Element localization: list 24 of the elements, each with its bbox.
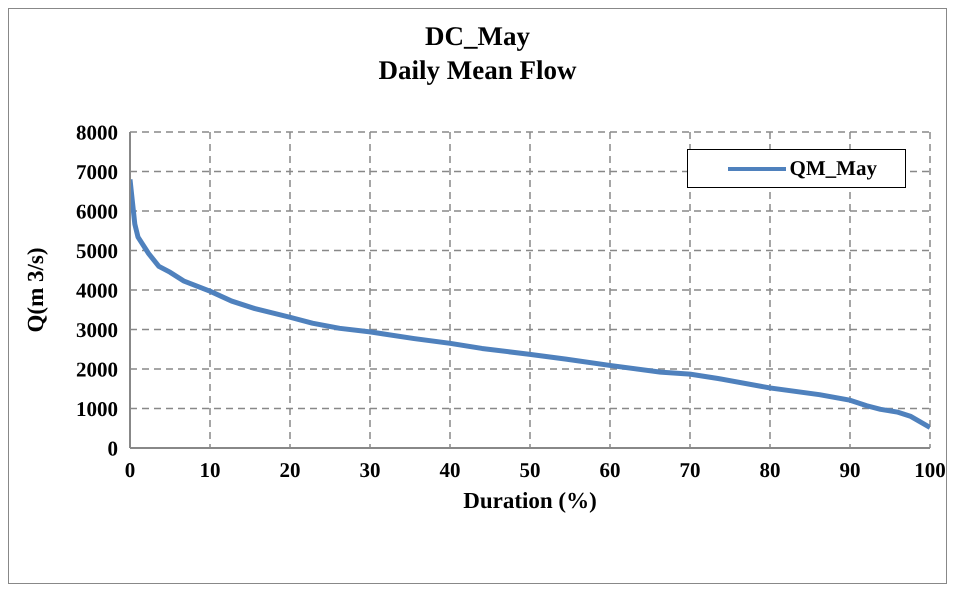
y-axis-title: Q(m 3/s) xyxy=(23,248,48,332)
x-tick-label: 100 xyxy=(914,458,946,482)
y-tick-label: 8000 xyxy=(76,120,118,144)
chart-title: DC_May Daily Mean Flow xyxy=(378,20,578,87)
x-tick-label: 90 xyxy=(840,458,860,482)
legend-label: QM_May xyxy=(790,156,877,181)
y-tick-label: 3000 xyxy=(76,318,118,342)
y-tick-label: 1000 xyxy=(76,396,118,421)
y-tick-label: 4000 xyxy=(76,278,118,302)
y-tick-label: 6000 xyxy=(76,199,118,224)
x-axis-title: Duration (%) xyxy=(463,488,597,513)
x-tick-label: 40 xyxy=(440,458,460,482)
x-tick-label: 50 xyxy=(520,458,540,482)
x-tick-label: 0 xyxy=(124,458,136,482)
x-tick-label: 20 xyxy=(280,458,300,482)
y-tick-label: 7000 xyxy=(76,160,118,184)
y-tick-label: 0 xyxy=(108,436,118,460)
x-tick-label: 10 xyxy=(200,458,220,482)
y-tick-label: 5000 xyxy=(76,238,118,263)
x-tick-label: 30 xyxy=(360,458,380,482)
x-tick-label: 70 xyxy=(680,458,700,482)
x-tick-label: 80 xyxy=(760,458,780,482)
y-tick-label: 2000 xyxy=(76,357,118,382)
x-tick-label: 60 xyxy=(600,458,620,482)
